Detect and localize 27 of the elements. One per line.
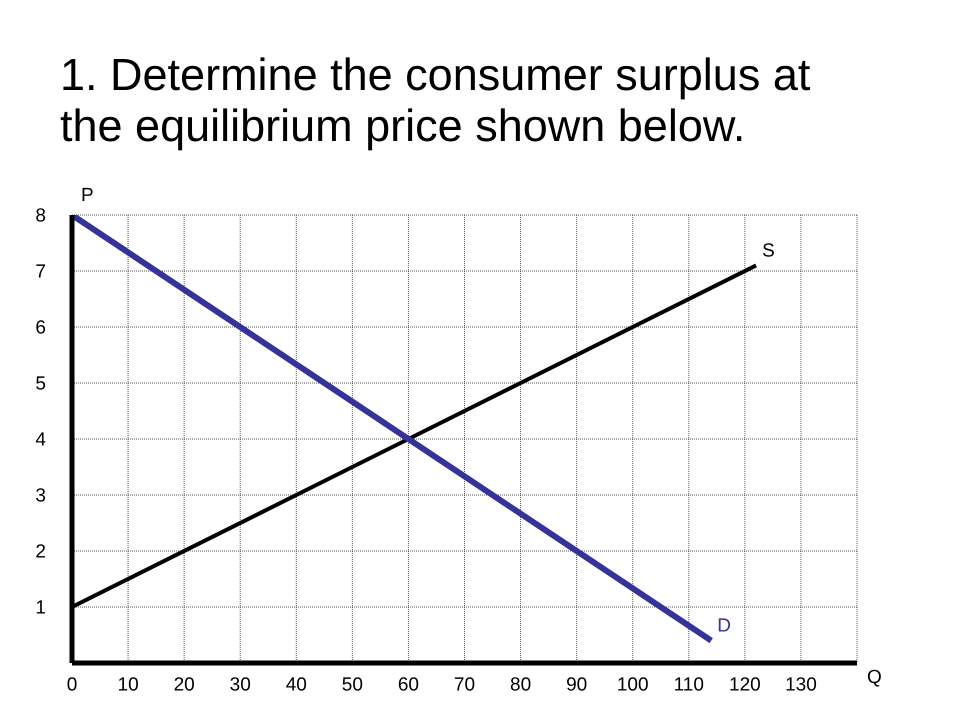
y-tick-label: 8 — [35, 206, 46, 227]
x-tick-label: 80 — [510, 674, 532, 696]
chart-title: 1. Determine the consumer surplus at the equilibrium price shown below. — [60, 49, 812, 151]
x-tick-label: 110 — [674, 674, 704, 696]
x-tick-label: 0 — [66, 674, 78, 696]
x-tick-label: 10 — [118, 674, 139, 696]
x-tick-label: 50 — [342, 674, 363, 696]
x-tick-label: 30 — [230, 674, 251, 696]
x-axis-title: Q — [867, 667, 882, 688]
x-tick-label: 20 — [174, 674, 195, 696]
x-tick-label: 70 — [454, 674, 476, 696]
x-tick-label: 100 — [616, 674, 649, 696]
y-tick-label: 6 — [35, 318, 46, 339]
x-tick-label: 130 — [785, 674, 817, 696]
x-tick-label: 60 — [398, 674, 419, 696]
y-tick-label: 5 — [35, 374, 46, 395]
series-label: S — [762, 240, 775, 262]
x-tick-label: 120 — [729, 674, 761, 696]
series-label: D — [717, 616, 731, 637]
y-tick-label: 2 — [35, 542, 46, 563]
x-tick-label: 90 — [566, 674, 588, 696]
y-axis-title: P — [81, 185, 94, 206]
y-tick-label: 3 — [35, 486, 46, 507]
x-tick-label: 40 — [286, 674, 307, 696]
y-tick-label: 4 — [35, 430, 46, 451]
y-tick-label: 1 — [35, 598, 46, 619]
y-tick-label: 7 — [35, 262, 46, 283]
